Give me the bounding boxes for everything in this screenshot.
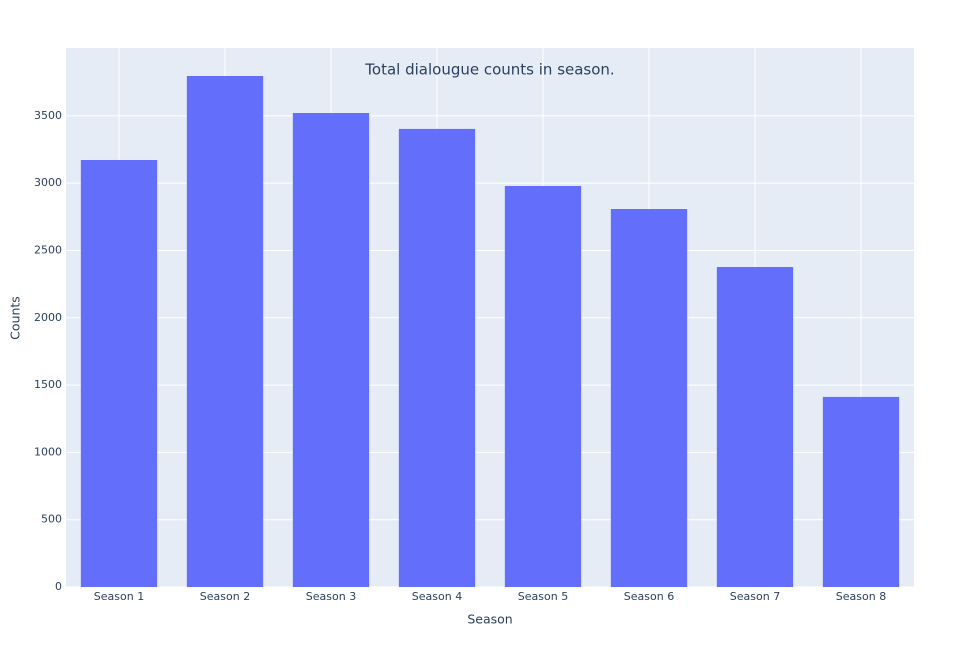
x-tick-label: Season 6 bbox=[624, 590, 674, 603]
y-tick-label: 500 bbox=[41, 513, 62, 526]
bar bbox=[80, 160, 158, 587]
bar bbox=[292, 113, 370, 588]
x-tick-label: Season 5 bbox=[518, 590, 568, 603]
x-tick-label: Season 3 bbox=[306, 590, 356, 603]
bar bbox=[398, 128, 476, 587]
bar bbox=[186, 76, 264, 587]
y-tick-label: 0 bbox=[55, 580, 62, 593]
y-tick-label: 1500 bbox=[34, 378, 62, 391]
x-axis-title: Season bbox=[467, 612, 512, 627]
y-tick-label: 2500 bbox=[34, 243, 62, 256]
x-tick-label: Season 1 bbox=[94, 590, 144, 603]
bar bbox=[610, 209, 688, 587]
x-tick-label: Season 7 bbox=[730, 590, 780, 603]
x-tick-label: Season 2 bbox=[200, 590, 250, 603]
y-tick-label: 3000 bbox=[34, 176, 62, 189]
y-axis-title: Counts bbox=[8, 296, 23, 340]
bar bbox=[504, 185, 582, 587]
y-tick-label: 2000 bbox=[34, 311, 62, 324]
bar bbox=[716, 267, 794, 587]
y-tick-label: 1000 bbox=[34, 445, 62, 458]
y-tick-label: 3500 bbox=[34, 109, 62, 122]
bar bbox=[822, 396, 900, 587]
x-tick-label: Season 4 bbox=[412, 590, 462, 603]
bars bbox=[80, 76, 900, 588]
x-tick-label: Season 8 bbox=[836, 590, 886, 603]
chart-title: Total dialougue counts in season. bbox=[364, 61, 614, 79]
